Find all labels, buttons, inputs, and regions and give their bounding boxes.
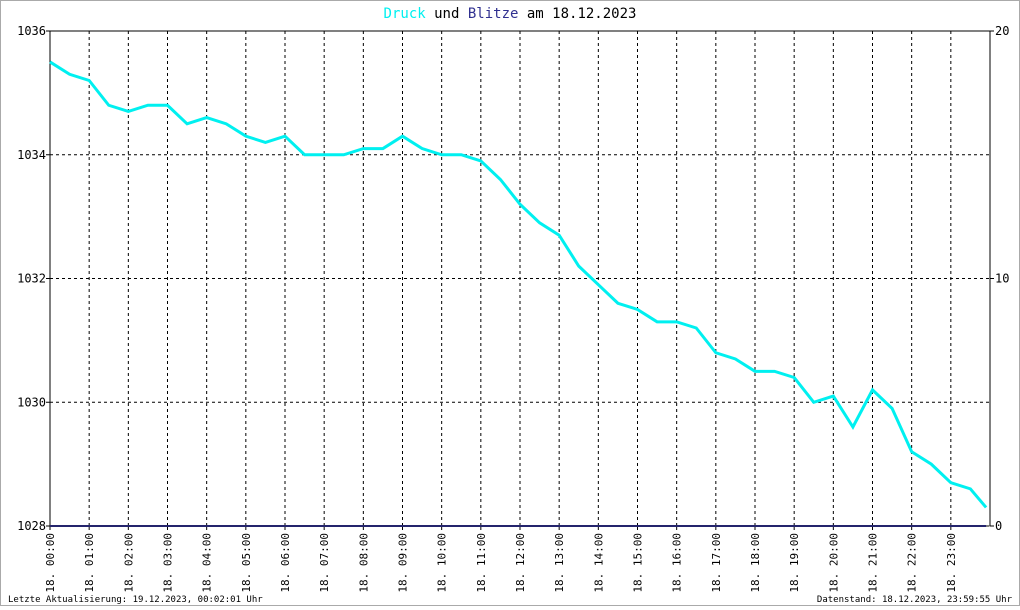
y-tick-label: 1032 [17,272,46,286]
x-tick-label: 18. 23:00 [945,533,958,593]
x-tick-label: 18. 05:00 [240,533,253,593]
series-line [49,60,988,509]
x-tick-label: 18. 15:00 [632,533,645,593]
x-tick-label: 18. 22:00 [906,533,919,593]
x-tick-label: 18. 21:00 [867,533,880,593]
title-series-1: Blitze [468,6,519,22]
x-tick-label: 18. 04:00 [201,533,214,593]
x-tick-label: 18. 06:00 [279,533,292,593]
y-tick-label: 1036 [17,24,46,38]
x-tick-label: 18. 18:00 [749,533,762,593]
chart-title: Druck und Blitze am 18.12.2023 [384,6,637,22]
title-connector: und [434,6,459,22]
x-tick-label: 18. 14:00 [592,533,605,593]
x-tick-label: 18. 19:00 [788,533,801,593]
footer-left: Letzte Aktualisierung: 19.12.2023, 00:02… [8,595,263,605]
x-tick-label: 18. 01:00 [83,533,96,593]
title-series-0: Druck [384,6,427,22]
x-tick-label: 18. 20:00 [827,533,840,593]
y2-tick-label: 10 [995,272,1009,286]
footer-right: Datenstand: 18.12.2023, 23:59:55 Uhr [817,595,1013,605]
y2-tick-label: 20 [995,24,1009,38]
y2-tick-label: 0 [995,519,1002,533]
title-date: am 18.12.2023 [527,6,637,22]
x-tick-label: 18. 12:00 [514,533,527,593]
x-tick-label: 18. 10:00 [436,533,449,593]
y-tick-label: 1030 [17,395,46,409]
x-tick-label: 18. 07:00 [318,533,331,593]
x-tick-label: 18. 13:00 [553,533,566,593]
x-tick-label: 18. 09:00 [397,533,410,593]
x-tick-label: 18. 08:00 [357,533,370,593]
x-tick-label: 18. 17:00 [710,533,723,593]
x-tick-label: 18. 03:00 [162,533,175,593]
x-tick-label: 18. 02:00 [122,533,135,593]
y-tick-label: 1034 [17,148,46,162]
x-tick-label: 18. 16:00 [671,533,684,593]
y-tick-label: 1028 [17,519,46,533]
x-tick-label: 18. 11:00 [475,533,488,593]
x-tick-label: 18. 00:00 [44,533,57,593]
